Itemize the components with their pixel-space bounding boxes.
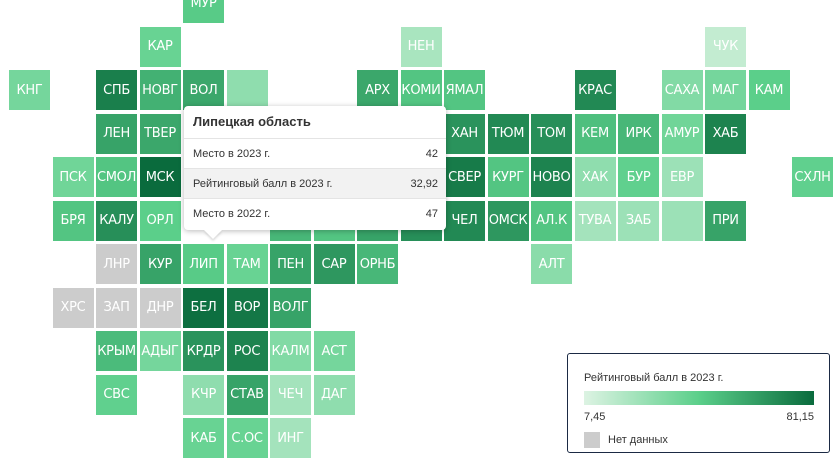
legend-min-value: 7,45 [584, 411, 606, 423]
color-legend: Рейтинговый балл в 2023 г. 7,45 81,15 Не… [567, 353, 830, 453]
region-tile[interactable]: ПЕН [270, 244, 311, 284]
region-tile[interactable]: КАЛМ [270, 331, 311, 371]
region-tile[interactable]: СТАВ [226, 374, 268, 415]
region-tile[interactable]: КЧР [183, 374, 224, 415]
region-tile[interactable]: ЛНР [96, 244, 137, 284]
region-tile[interactable]: КНГ [9, 70, 50, 110]
region-tile[interactable]: КУРГ [487, 157, 529, 197]
legend-no-data-label: Нет данных [608, 434, 668, 446]
region-tile[interactable]: ЗАП [96, 287, 137, 328]
region-tile[interactable]: ТУВА [574, 200, 616, 241]
region-tile[interactable]: СВС [96, 374, 137, 415]
region-tile[interactable]: МАГ [705, 70, 746, 110]
region-tile[interactable]: ОРЛ [139, 200, 181, 241]
region-tile[interactable]: БУР [618, 157, 659, 197]
region-tile[interactable]: САХА [661, 70, 703, 110]
region-tile[interactable]: ЯМАЛ [444, 70, 485, 110]
tooltip-row-score-2023: Рейтинговый балл в 2023 г. 32,92 [184, 168, 446, 198]
region-tile[interactable]: ХАН [444, 113, 485, 154]
region-tile-hidden[interactable] [661, 200, 703, 241]
region-tile[interactable]: ИНГ [270, 418, 311, 458]
region-tile[interactable]: СВЕР [444, 157, 485, 197]
legend-title: Рейтинговый балл в 2023 г. [584, 372, 724, 384]
region-tile[interactable]: ОМСК [487, 200, 529, 241]
region-tile[interactable]: ЧУК [705, 26, 746, 67]
legend-max-value: 81,15 [786, 411, 814, 423]
region-tile[interactable]: КРЫМ [96, 331, 137, 371]
region-tile[interactable]: ЛЕН [96, 113, 137, 154]
region-tile[interactable]: ХАБ [705, 113, 746, 154]
region-tile[interactable]: СПБ [96, 70, 137, 110]
region-tile[interactable]: РОС [226, 331, 268, 371]
tooltip-row-rank-2023: Место в 2023 г. 42 [184, 138, 446, 168]
region-tile[interactable]: НЕН [400, 26, 442, 67]
region-tile[interactable]: АЛ.К [531, 200, 572, 241]
region-tile[interactable]: ТЮМ [487, 113, 529, 154]
region-tile[interactable]: АМУР [661, 113, 703, 154]
region-tile[interactable]: ОРНБ [357, 244, 398, 284]
region-tile[interactable]: АДЫГ [139, 331, 181, 371]
tooltip-pointer [204, 230, 222, 239]
tooltip-label: Рейтинговый балл в 2023 г. [193, 177, 333, 190]
region-tile[interactable]: САР [313, 244, 355, 284]
region-tile[interactable]: ЧЕЛ [444, 200, 485, 241]
region-tile[interactable]: ЧЕЧ [270, 374, 311, 415]
region-tile[interactable]: ВОЛГ [270, 287, 311, 328]
legend-no-data-swatch [584, 432, 600, 448]
region-tile[interactable]: БРЯ [52, 200, 94, 241]
region-tile[interactable]: ДНР [139, 287, 181, 328]
region-tile[interactable]: ХРС [52, 287, 94, 328]
region-tile[interactable]: КЕМ [574, 113, 616, 154]
region-tile[interactable]: ТОМ [531, 113, 572, 154]
region-tile[interactable]: АЛТ [531, 244, 572, 284]
region-tile[interactable]: КАБ [183, 418, 224, 458]
region-tile[interactable]: КАМ [748, 70, 790, 110]
region-tile[interactable]: АСТ [313, 331, 355, 371]
region-tile[interactable]: КОМИ [400, 70, 442, 110]
region-tile[interactable]: МСК [139, 157, 181, 197]
region-tile[interactable]: НОВО [531, 157, 572, 197]
region-tile[interactable]: СМОЛ [96, 157, 137, 197]
region-tile[interactable]: КРАС [574, 70, 616, 110]
region-tile[interactable]: ПРИ [705, 200, 746, 241]
region-tile-hidden[interactable] [226, 70, 268, 110]
tooltip-value: 32,92 [410, 177, 438, 190]
region-tile[interactable]: МУР [183, 0, 224, 23]
tooltip-row-rank-2022: Место в 2022 г. 47 [184, 198, 446, 228]
region-tile[interactable]: БЕЛ [183, 287, 224, 328]
region-tile[interactable]: ХАК [574, 157, 616, 197]
region-tile[interactable]: ТАМ [226, 244, 268, 284]
region-tile[interactable]: СХЛН [792, 157, 833, 197]
region-tile[interactable]: ВОЛ [183, 70, 224, 110]
region-tile[interactable]: С.ОС [226, 418, 268, 458]
region-tile[interactable]: АРХ [357, 70, 398, 110]
region-tile[interactable]: ЕВР [661, 157, 703, 197]
region-tile[interactable]: ТВЕР [139, 113, 181, 154]
tooltip-value: 47 [425, 207, 438, 220]
region-tile[interactable]: ЛИП [183, 244, 224, 284]
region-tile[interactable]: ВОР [226, 287, 268, 328]
region-tile[interactable]: КРДР [183, 331, 224, 371]
region-tile[interactable]: КАЛУ [96, 200, 137, 241]
region-tile[interactable]: КУР [139, 244, 181, 284]
tooltip-title: Липецкая область [193, 114, 311, 129]
tooltip-label: Место в 2022 г. [193, 207, 271, 220]
region-tooltip: Липецкая область Место в 2023 г. 42 Рейт… [184, 106, 446, 239]
tooltip-label: Место в 2023 г. [193, 147, 271, 160]
legend-gradient-bar [584, 391, 814, 405]
region-tile[interactable]: НОВГ [139, 70, 181, 110]
tooltip-value: 42 [425, 147, 438, 160]
region-tile[interactable]: ДАГ [313, 374, 355, 415]
region-tile[interactable]: ЗАБ [618, 200, 659, 241]
region-tile[interactable]: ПСК [52, 157, 94, 197]
region-tile[interactable]: КАР [139, 26, 181, 67]
region-tile[interactable]: ИРК [618, 113, 659, 154]
